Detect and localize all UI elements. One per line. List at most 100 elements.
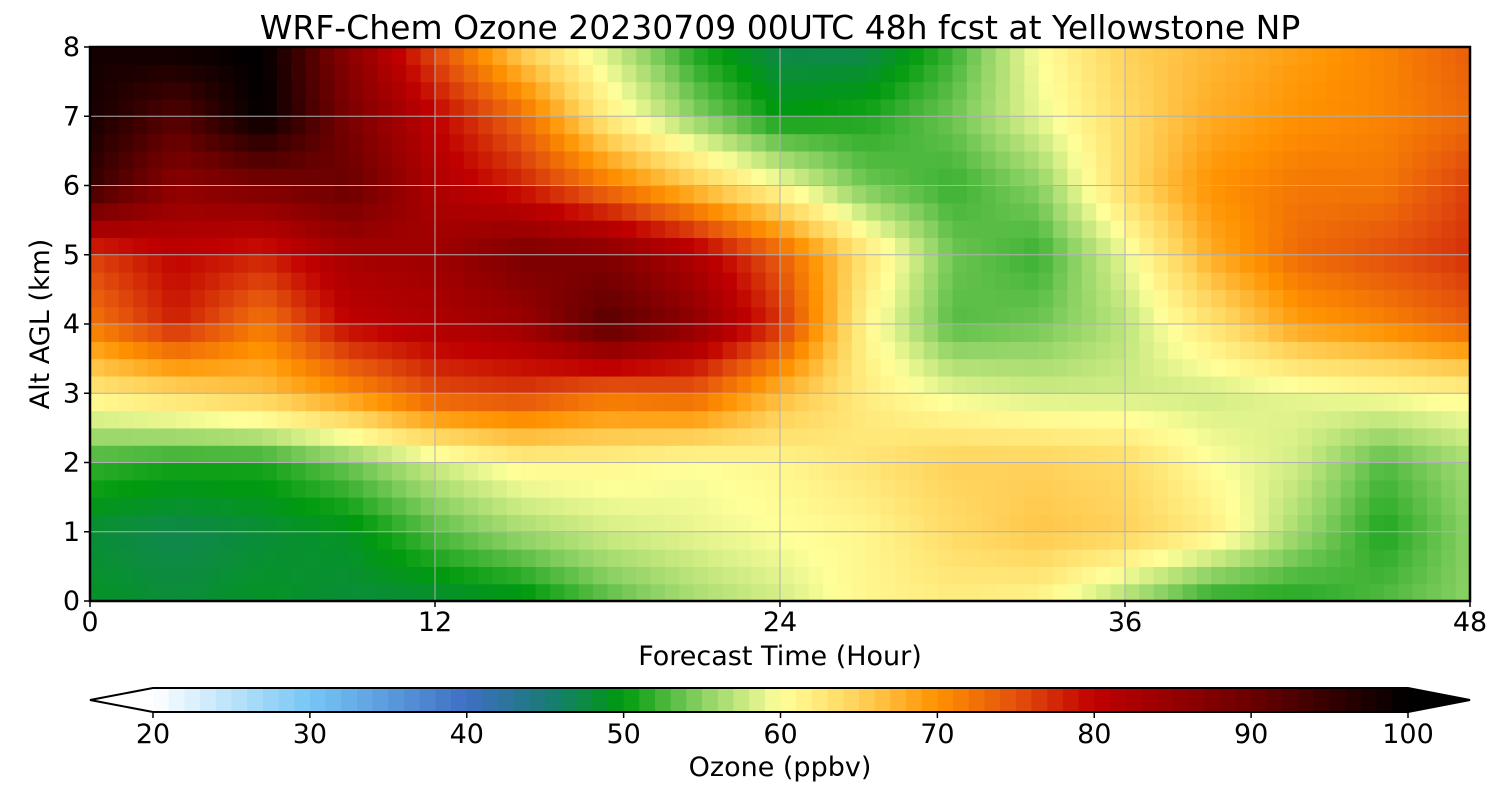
heatmap-cell [1225,497,1241,516]
heatmap-cell [765,324,781,342]
heatmap-cell [923,81,939,100]
heatmap-cell [1182,220,1198,239]
heatmap-cell [1412,98,1428,117]
heatmap-cell [1412,220,1428,239]
heatmap-cell [334,168,350,187]
heatmap-cell [435,98,450,117]
heatmap-cell [851,583,867,601]
heatmap-cell [751,445,767,464]
heatmap-cell [1125,479,1140,498]
heatmap-cell [478,566,494,585]
heatmap-cell [708,341,724,360]
heatmap-cell [118,254,134,273]
heatmap-cell [420,133,436,152]
heatmap-cell [1038,341,1054,360]
heatmap-cell [1297,393,1313,412]
heatmap-cell [895,254,910,273]
colorbar-segment [827,688,844,712]
heatmap-cell [952,410,968,429]
heatmap-cell [320,150,335,169]
heatmap-cell [751,514,767,533]
heatmap-cell [794,445,810,464]
heatmap-cell [363,462,379,481]
heatmap-cell [895,47,910,65]
heatmap-cell [363,583,379,601]
heatmap-cell [492,133,508,152]
heatmap-cell [1355,341,1370,360]
heatmap-cell [1326,410,1342,429]
heatmap-cell [147,393,163,412]
heatmap-cell [1081,462,1097,481]
heatmap-cell [478,341,494,360]
heatmap-cell [708,289,724,308]
heatmap-cell [420,427,436,446]
heatmap-cell [1038,237,1054,256]
heatmap-cell [1125,566,1140,585]
heatmap-cell [391,497,407,516]
heatmap-cell [1153,254,1169,273]
heatmap-cell [1196,150,1212,169]
heatmap-cell [1211,531,1227,550]
x-tick-label: 0 [81,607,98,638]
heatmap-cell [966,375,982,394]
heatmap-cell [564,479,580,498]
colorbar-segment [953,688,970,712]
heatmap-cell [133,549,149,567]
colorbar-segment [341,688,358,712]
heatmap-cell [406,306,422,325]
heatmap-cell [276,531,292,550]
heatmap-cell [708,427,724,446]
colorbar-segment [1282,688,1299,712]
heatmap-cell [1096,98,1112,117]
heatmap-cell [708,583,724,601]
heatmap-cell [118,358,134,377]
heatmap-cell [780,445,795,464]
heatmap-cell [334,393,350,412]
heatmap-cell [765,479,781,498]
heatmap-cell [1110,583,1126,601]
colorbar-segment [607,688,625,712]
heatmap-cell [1125,116,1140,135]
heatmap-cell [923,150,939,169]
heatmap-cell [334,150,350,169]
heatmap-cell [1268,185,1284,204]
heatmap-cell [305,133,321,152]
heatmap-cell [406,202,422,221]
heatmap-cell [1455,47,1470,65]
colorbar-segment [1125,688,1142,712]
heatmap-cell [305,254,321,273]
heatmap-cell [1311,497,1327,516]
heatmap-cell [866,445,882,464]
heatmap-cell [1426,254,1442,273]
heatmap-cell [348,462,364,481]
heatmap-cell [966,497,982,516]
heatmap-cell [262,272,278,290]
heatmap-cell [535,583,551,601]
heatmap-cell [1010,445,1025,464]
heatmap-cell [665,583,680,601]
heatmap-cell [1311,531,1327,550]
heatmap-cell [1283,445,1299,464]
heatmap-cell [722,375,738,394]
heatmap-cell [1369,549,1385,567]
heatmap-cell [1096,479,1112,498]
heatmap-cell [391,64,407,83]
heatmap-cell [708,64,724,83]
heatmap-cell [118,549,134,567]
heatmap-cell [1010,410,1025,429]
heatmap-cell [880,133,896,152]
heatmap-cell [435,427,450,446]
heatmap-cell [823,289,839,308]
heatmap-cell [1283,479,1299,498]
heatmap-cell [233,168,249,187]
heatmap-cell [1369,150,1385,169]
heatmap-cell [1412,306,1428,325]
heatmap-cell [305,116,321,135]
heatmap-cell [665,479,680,498]
heatmap-cell [1067,254,1083,273]
heatmap-cell [1326,479,1342,498]
heatmap-cell [650,375,666,394]
heatmap-cell [291,427,307,446]
heatmap-cell [348,202,364,221]
heatmap-cell [693,168,709,187]
